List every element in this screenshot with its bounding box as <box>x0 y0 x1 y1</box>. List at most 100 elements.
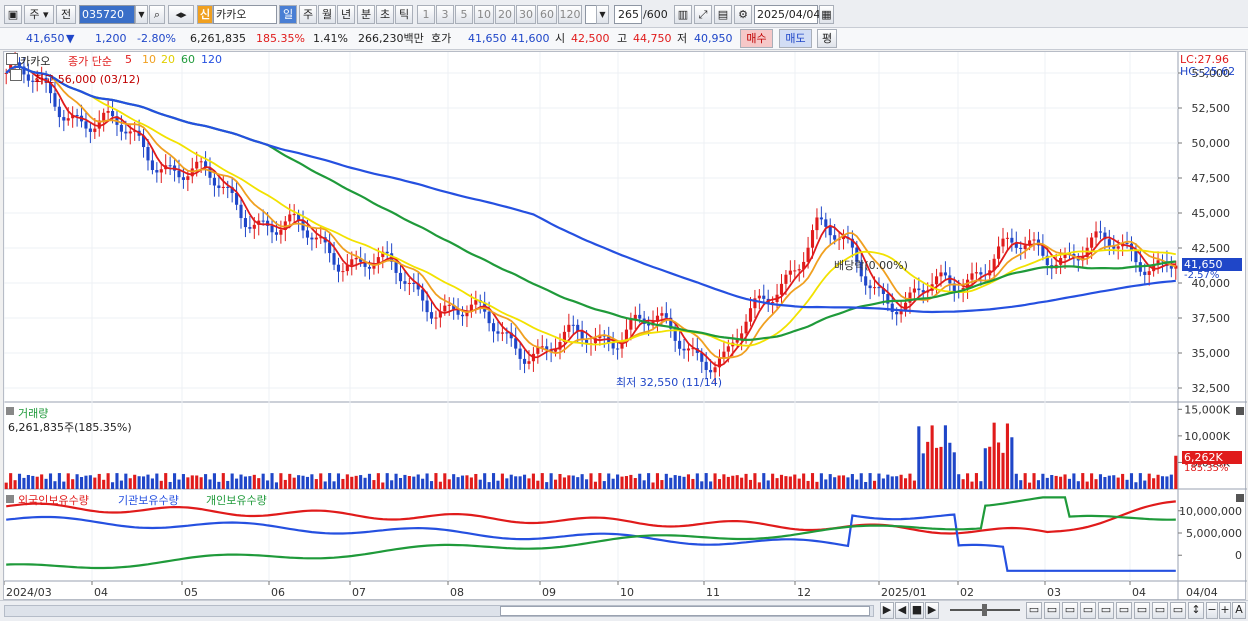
legend-ma10[interactable]: 10 <box>142 53 156 66</box>
minute-10-button[interactable]: 10 <box>474 5 494 24</box>
scroll-thumb[interactable] <box>500 606 870 616</box>
tool-4-icon[interactable]: ▭ <box>1080 602 1096 619</box>
prev-button[interactable]: 전 <box>56 5 76 24</box>
candle-body <box>385 251 389 254</box>
volume-bar <box>235 478 239 489</box>
zoom-slider-handle[interactable] <box>982 604 987 616</box>
tool-1-icon[interactable]: ▭ <box>1026 602 1042 619</box>
candle-body <box>381 251 385 258</box>
period-month-button[interactable]: 월 <box>318 5 336 24</box>
stop-icon[interactable]: ■ <box>910 602 924 619</box>
font-size-icon[interactable]: A <box>1232 602 1246 619</box>
legend-ma5[interactable]: 5 <box>125 53 132 66</box>
volume-bar <box>979 481 983 489</box>
volume-panel-icon[interactable] <box>6 407 14 415</box>
sound-icon[interactable]: ◂▸ <box>168 5 194 24</box>
candle-body <box>673 328 677 341</box>
minute-dropdown-icon[interactable]: ▼ <box>596 5 609 24</box>
tool-8-icon[interactable]: ▭ <box>1152 602 1168 619</box>
count-input[interactable]: 265 <box>614 5 642 24</box>
zoom-in-icon[interactable]: ↕ <box>1188 602 1204 619</box>
tool-7-icon[interactable]: ▭ <box>1134 602 1150 619</box>
minute-20-button[interactable]: 20 <box>495 5 515 24</box>
tool-6-icon[interactable]: ▭ <box>1116 602 1132 619</box>
period-year-button[interactable]: 년 <box>337 5 355 24</box>
volume-panel-title[interactable]: 거래량 <box>18 407 49 420</box>
tool-2-icon[interactable]: ▭ <box>1044 602 1060 619</box>
rewind-icon[interactable]: ◀ <box>895 602 909 619</box>
candle-settings-icon[interactable]: ▥ <box>674 5 692 24</box>
holding-series-institution[interactable]: 기관보유수량 <box>118 494 179 507</box>
tool-9-icon[interactable]: ▭ <box>1170 602 1186 619</box>
minute-1-button[interactable]: 1 <box>417 5 435 24</box>
stock-name-field[interactable]: 카카오 <box>213 5 277 24</box>
period-day-button[interactable]: 일 <box>279 5 297 24</box>
code-dropdown-icon[interactable]: ▼ <box>135 5 148 24</box>
gear-icon[interactable]: ⚙ <box>734 5 752 24</box>
volume-bar <box>119 480 123 489</box>
eval-button[interactable]: 평 <box>817 29 837 48</box>
period-week-button[interactable]: 주 <box>299 5 317 24</box>
minute-3-button[interactable]: 3 <box>436 5 454 24</box>
search-icon[interactable]: ⌕ <box>149 5 165 24</box>
volume-bar <box>159 480 163 489</box>
buy-button[interactable]: 매수 <box>740 29 773 48</box>
volume-bar <box>1032 473 1036 489</box>
volume-panel-close-icon[interactable] <box>1236 407 1244 415</box>
grid-table-icon[interactable] <box>10 69 22 81</box>
legend-toggle-icon[interactable] <box>6 53 18 65</box>
save-icon[interactable]: ▤ <box>714 5 732 24</box>
tool-3-icon[interactable]: ▭ <box>1062 602 1078 619</box>
minus-icon[interactable]: − <box>1206 602 1218 619</box>
candle-body <box>655 315 660 322</box>
stock-code-input[interactable]: 035720 <box>79 5 135 24</box>
holding-line-0 <box>6 500 1176 535</box>
period-tick-button[interactable]: 틱 <box>395 5 413 24</box>
volume-bar <box>35 476 39 489</box>
volume-bar <box>695 473 699 489</box>
volume-bar <box>1129 473 1134 489</box>
holding-series-foreign[interactable]: 외국인보유수량 <box>18 494 89 507</box>
volume-bar <box>881 478 885 489</box>
chart-svg: 55,000 52,500 50,000 47,500 45,000 42,500 40,0… <box>3 51 1247 601</box>
legend-ma-title[interactable]: 종가 단순 <box>68 55 112 68</box>
candle-body <box>700 352 704 362</box>
period-select[interactable]: 주 ▾ <box>24 5 54 24</box>
volume-bar <box>673 475 677 489</box>
sell-button[interactable]: 매도 <box>779 29 812 48</box>
volume-bar <box>1085 481 1089 489</box>
legend-ma120[interactable]: 120 <box>201 53 222 66</box>
plus-icon[interactable]: + <box>1219 602 1231 619</box>
calendar-icon[interactable]: ▦ <box>819 5 834 24</box>
forward-icon[interactable]: ▶ <box>925 602 939 619</box>
holding-panel-icon[interactable] <box>6 495 14 503</box>
period-minute-button[interactable]: 분 <box>357 5 375 24</box>
legend-stock-name[interactable]: 카카오 <box>20 55 51 68</box>
holding-series-individual[interactable]: 개인보유수량 <box>206 494 267 507</box>
candle-body <box>713 367 717 373</box>
holding-line-2 <box>6 496 1176 570</box>
tool-5-icon[interactable]: ▭ <box>1098 602 1114 619</box>
volume-bar <box>762 473 766 489</box>
candle-body <box>425 300 429 313</box>
play-icon[interactable]: ▶ <box>880 602 894 619</box>
volume-bar <box>740 477 744 489</box>
period-second-button[interactable]: 초 <box>376 5 394 24</box>
minute-5-button[interactable]: 5 <box>455 5 473 24</box>
volume-bar <box>1121 473 1125 489</box>
minute-30-button[interactable]: 30 <box>516 5 536 24</box>
legend-ma60[interactable]: 60 <box>181 53 195 66</box>
candle-body <box>261 220 265 222</box>
minute-60-button[interactable]: 60 <box>537 5 557 24</box>
date-input[interactable]: 2025/04/04 <box>754 5 820 24</box>
volume-bar <box>802 473 806 489</box>
draw-line-icon[interactable]: ⤢ <box>694 5 712 24</box>
legend-ma20[interactable]: 20 <box>161 53 175 66</box>
chart-type-icon[interactable]: ▣ <box>4 5 22 24</box>
volume-bar <box>930 425 934 489</box>
candle-body <box>57 106 61 118</box>
candle-body <box>1103 232 1107 240</box>
chart-area[interactable]: 55,000 52,500 50,000 47,500 45,000 42,500 40,0… <box>3 51 1247 601</box>
holding-panel-close-icon[interactable] <box>1236 494 1244 502</box>
minute-120-button[interactable]: 120 <box>558 5 582 24</box>
